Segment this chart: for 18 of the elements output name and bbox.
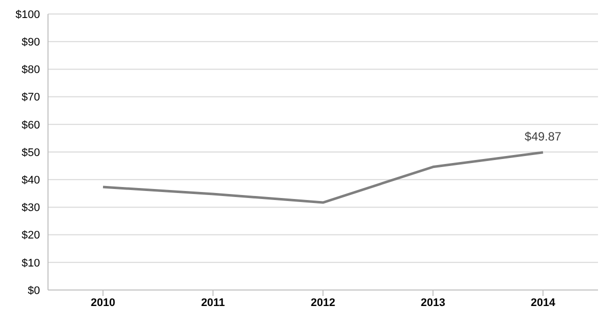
x-tick-label: 2013 [420,296,446,309]
y-tick-label: $30 [22,202,40,214]
data-label: $49.87 [524,129,562,144]
y-tick-label: $0 [28,284,40,297]
x-tick-label: 2014 [530,296,556,309]
y-tick-label: $60 [22,119,40,132]
y-tick-label: $50 [22,146,40,159]
y-tick-label: $90 [22,36,40,49]
line-series [102,151,544,204]
x-tick-label: 2012 [310,296,336,309]
y-tick-label: $20 [22,230,40,242]
y-tick-label: $80 [22,64,40,76]
y-tick-label: $40 [22,174,40,187]
y-tick-label: $70 [22,92,40,104]
y-tick-label: $10 [22,257,40,270]
x-tick-label: 2010 [90,296,116,309]
y-tick-label: $100 [16,8,40,21]
x-tick-label: 2011 [201,296,225,309]
